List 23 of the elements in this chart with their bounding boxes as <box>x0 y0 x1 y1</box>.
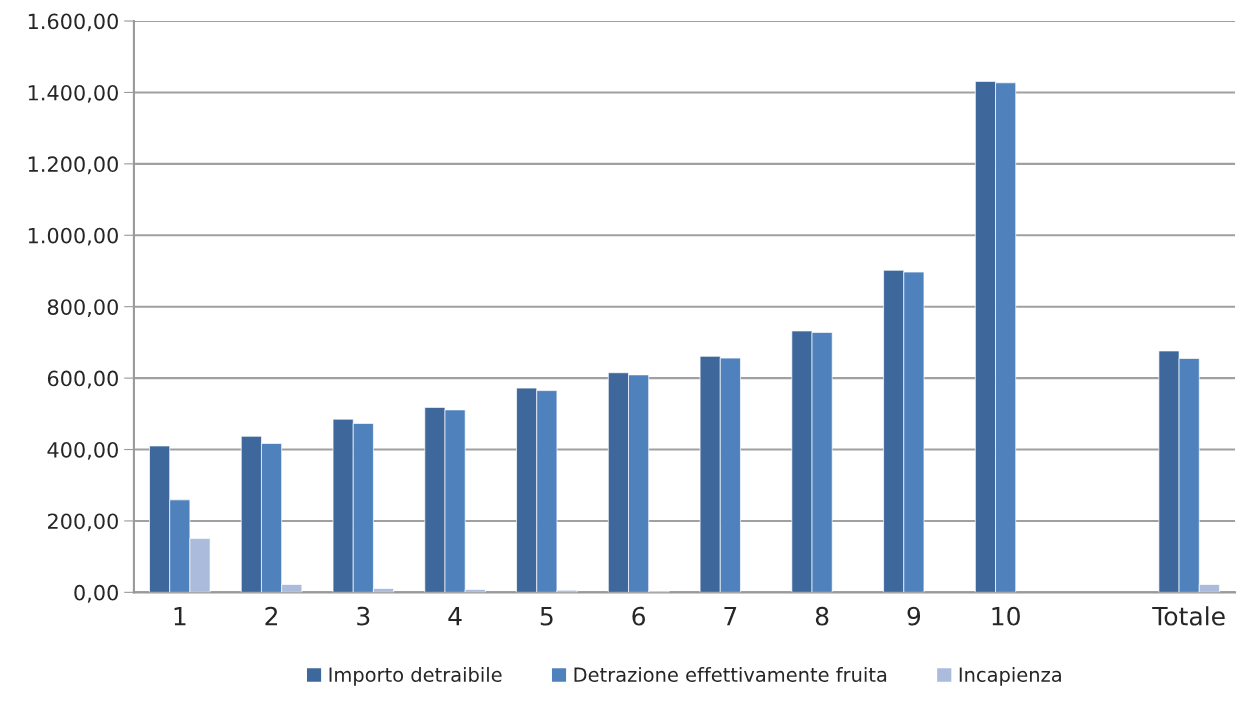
x-tick-label: 2 <box>265 606 278 626</box>
y-tick-label: 800,00 <box>47 299 118 318</box>
legend-label: Detrazione effettivamente fruita <box>574 666 887 683</box>
x-tick-label: 9 <box>907 606 921 626</box>
y-tick-label: 1.600,00 <box>28 13 118 32</box>
legend-label: Incapienza <box>959 666 1061 686</box>
x-tick-label: 3 <box>357 606 370 626</box>
x-tick-label: 1 <box>174 607 186 626</box>
x-tick-label: 4 <box>448 607 462 626</box>
legend-label: Importo detraibile <box>329 666 502 686</box>
x-tick-label: 10 <box>992 606 1020 626</box>
x-tick-label: 7 <box>724 607 737 626</box>
y-tick-label: 200,00 <box>47 513 118 532</box>
x-tick-label: Totale <box>1152 606 1225 626</box>
y-tick-label: 400,00 <box>47 441 118 460</box>
x-tick-label: 5 <box>540 607 553 626</box>
y-tick-label: 1.000,00 <box>28 227 118 246</box>
x-tick-label: 6 <box>632 606 645 626</box>
y-tick-label: 1.400,00 <box>28 84 118 103</box>
y-tick-label: 1.200,00 <box>28 156 118 175</box>
y-tick-label: 0,00 <box>74 584 118 603</box>
y-tick-label: 600,00 <box>47 370 118 389</box>
x-tick-label: 8 <box>815 606 829 626</box>
